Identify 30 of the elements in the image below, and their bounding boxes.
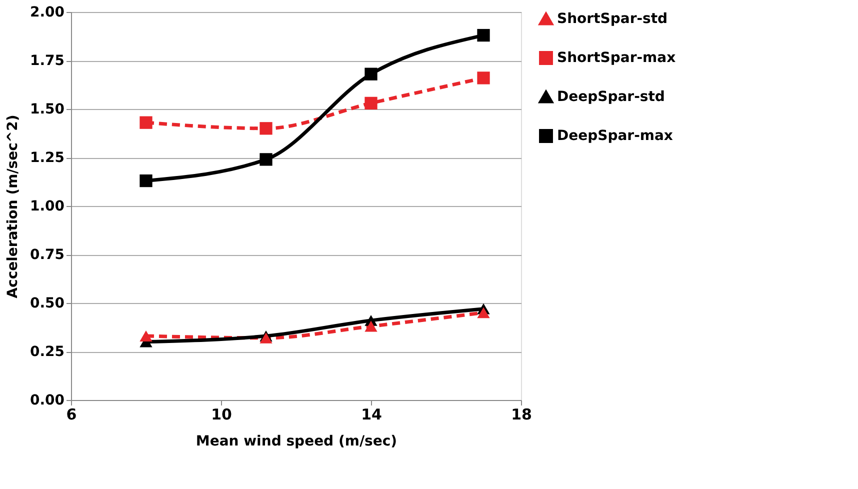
point bbox=[140, 174, 152, 188]
x-tick-label: 18 bbox=[511, 406, 532, 424]
y-tick-label: 2.00 bbox=[30, 4, 65, 20]
x-tick-label: 14 bbox=[361, 406, 382, 424]
point bbox=[260, 153, 272, 166]
point bbox=[140, 330, 152, 342]
y-tick-label: 0.75 bbox=[30, 247, 64, 263]
point bbox=[477, 307, 490, 318]
y-tick-label: 0.25 bbox=[30, 344, 64, 360]
x-axis-title: Mean wind speed (m/sec) bbox=[196, 434, 398, 450]
legend-label: DeepSpar-max bbox=[557, 128, 673, 144]
point bbox=[364, 96, 378, 110]
y-tick-label: 1.75 bbox=[30, 53, 64, 69]
point bbox=[477, 72, 490, 84]
y-tick-label: 1.00 bbox=[30, 198, 65, 214]
x-tick-label: 10 bbox=[211, 406, 232, 424]
point bbox=[477, 28, 490, 42]
y-axis-title: Acceleration (m/sec^2) bbox=[4, 114, 21, 298]
point bbox=[140, 116, 152, 129]
y-tick-label: 1.25 bbox=[30, 150, 64, 166]
y-tick-label: 0.00 bbox=[30, 392, 65, 408]
y-tick-label: 1.50 bbox=[30, 102, 65, 118]
y-tick-label: 0.50 bbox=[30, 296, 65, 312]
legend-label: ShortSpar-max bbox=[557, 50, 676, 66]
x-tick-label: 6 bbox=[66, 406, 77, 424]
legend-label: DeepSpar-std bbox=[557, 89, 665, 105]
point bbox=[364, 68, 378, 80]
point bbox=[260, 122, 272, 135]
legend-label: ShortSpar-std bbox=[557, 11, 668, 27]
point bbox=[364, 320, 378, 332]
